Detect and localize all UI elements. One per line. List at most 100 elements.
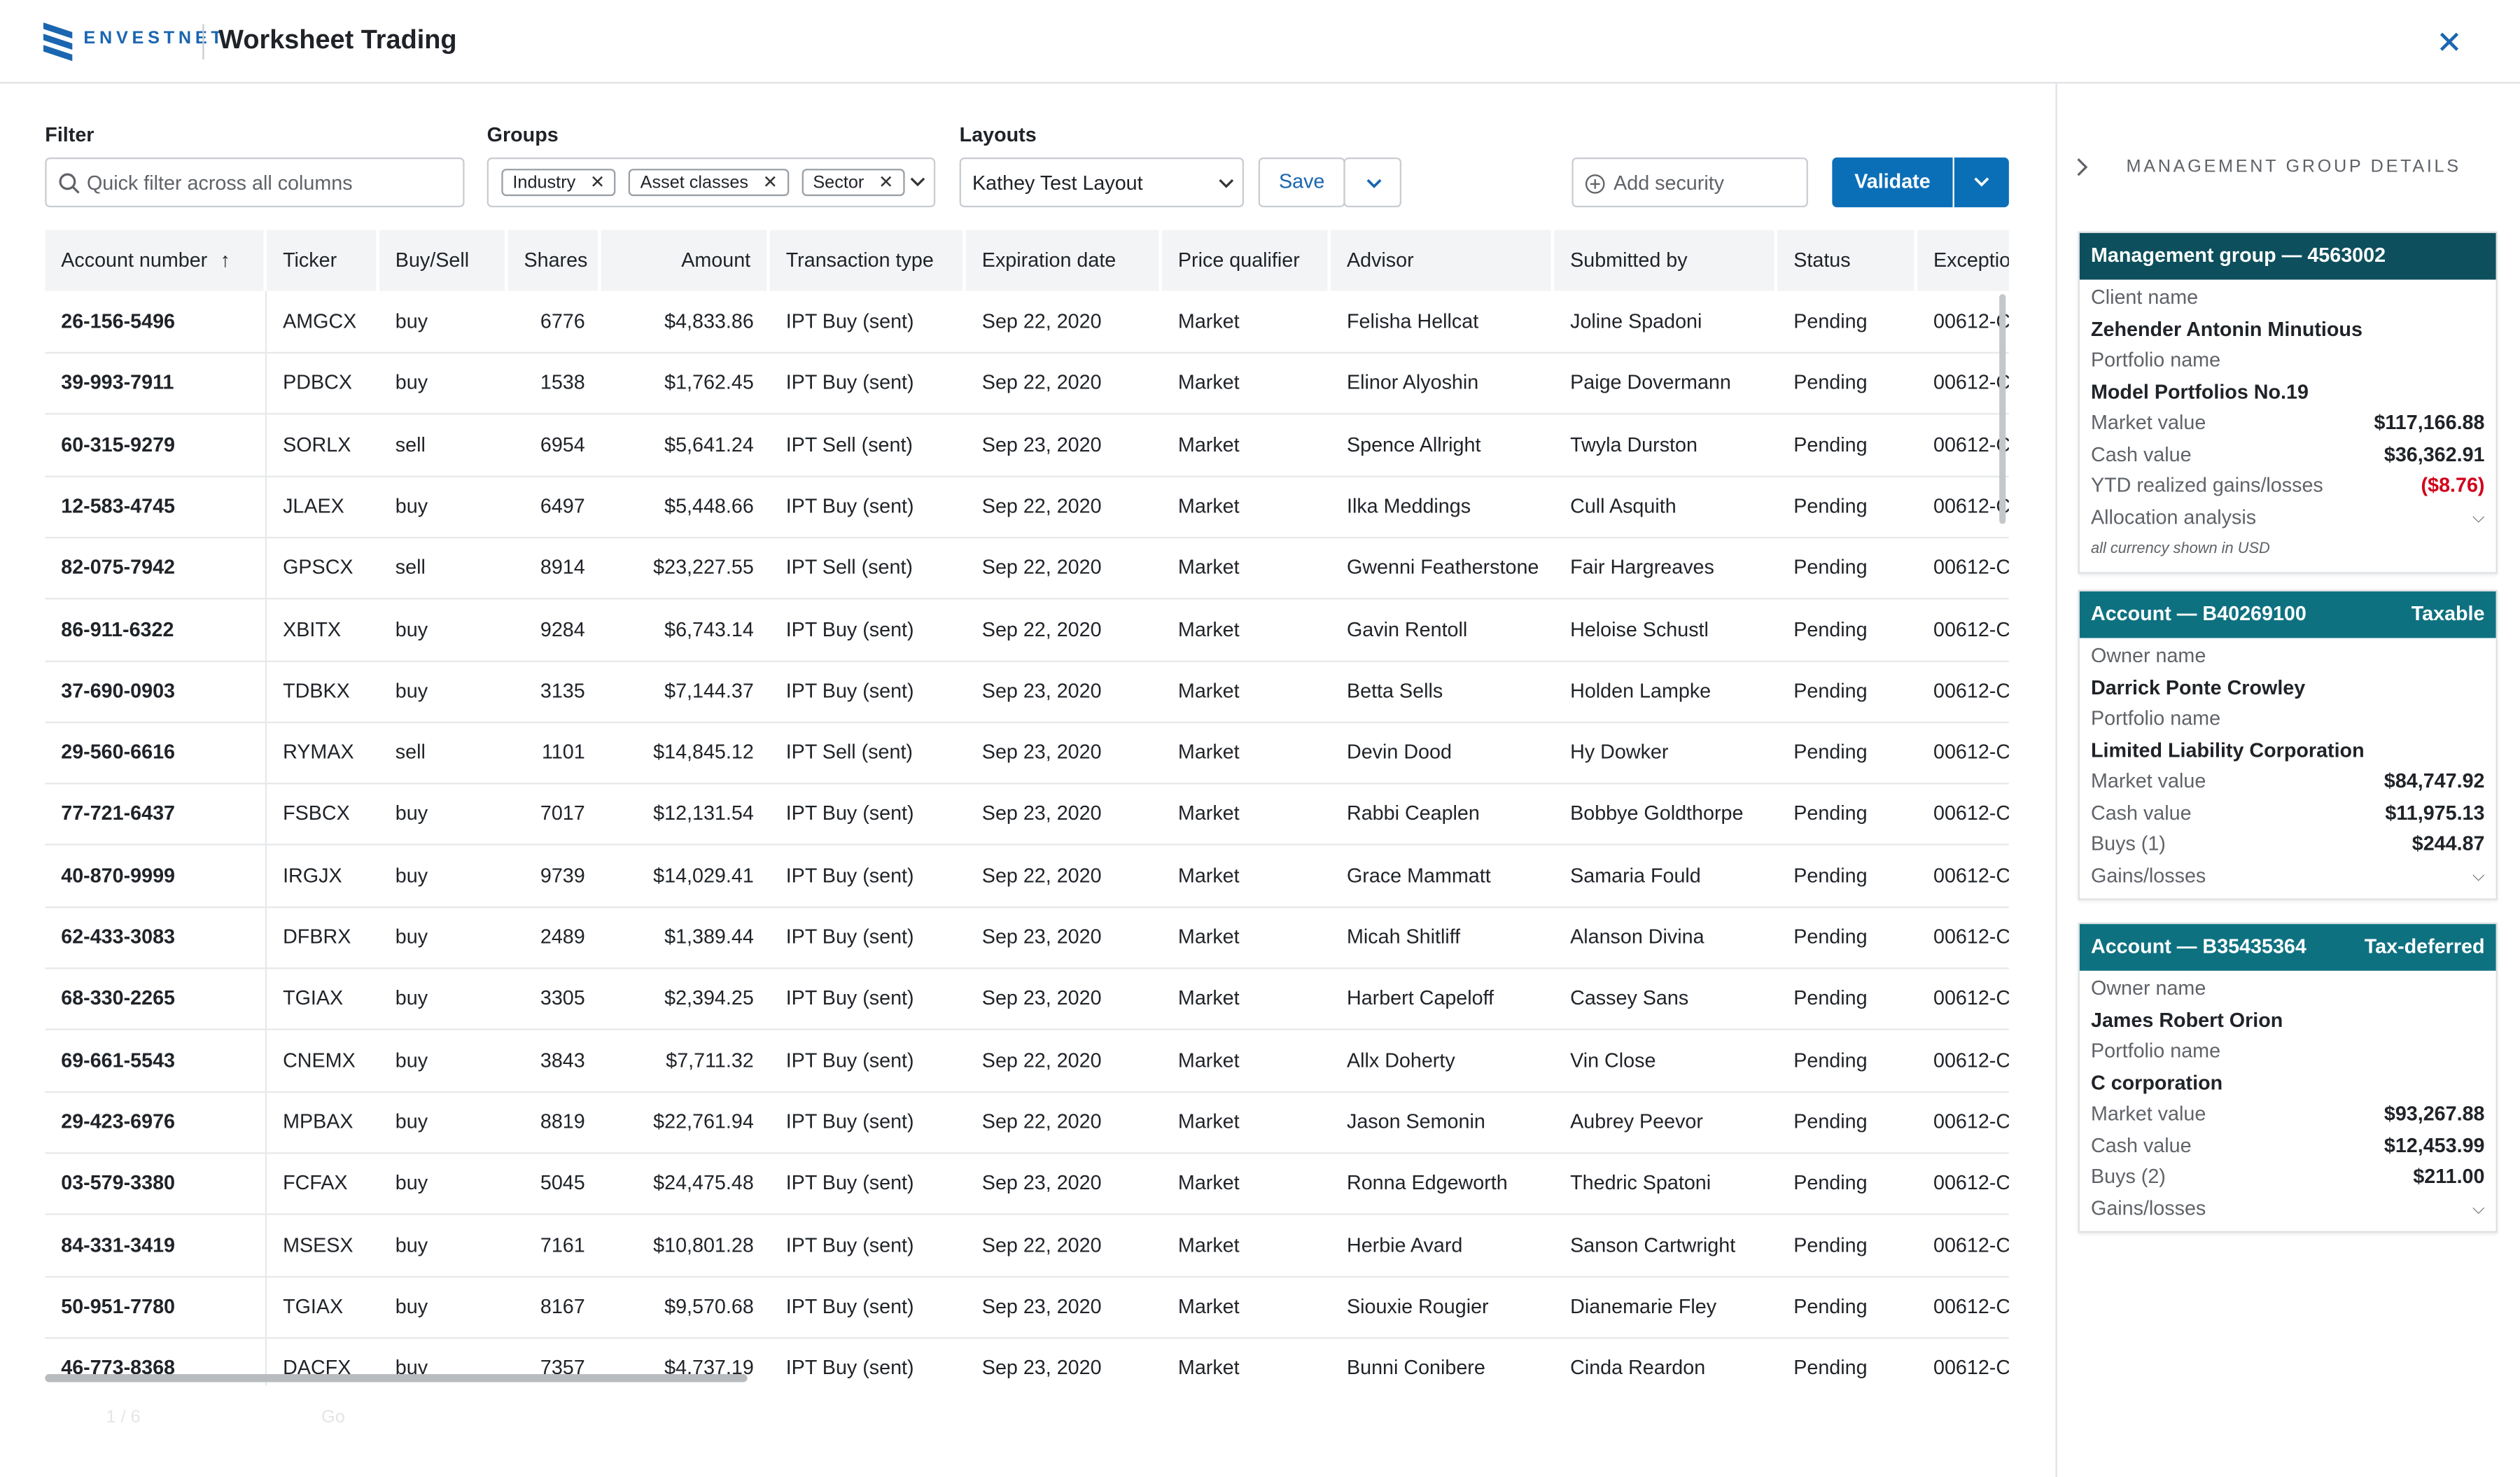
save-button[interactable]: Save bbox=[1258, 158, 1345, 208]
value-row: Market value $93,267.88 bbox=[2080, 1099, 2496, 1130]
column-header[interactable]: Buy/Sell bbox=[379, 230, 508, 291]
table-row[interactable]: 29-423-6976 MPBAX buy 8819 $22,761.94 IPT Buy… bbox=[45, 1091, 2009, 1154]
table-cell: 00612-C bbox=[1933, 556, 2009, 579]
group-chip[interactable]: Asset classes ✕ bbox=[629, 169, 789, 197]
table-row[interactable]: 86-911-6322 XBITX buy 9284 $6,743.14 IPT Buy … bbox=[45, 598, 2009, 662]
value-row: Buys (1) $244.87 bbox=[2080, 830, 2496, 861]
table-cell: 26-156-5496 bbox=[45, 290, 267, 352]
go-button[interactable]: Go bbox=[321, 1408, 345, 1427]
table-cell: $1,762.45 bbox=[664, 372, 754, 395]
table-row[interactable]: 77-721-6437 FSBCX buy 7017 $12,131.54 IPT Buy… bbox=[45, 783, 2009, 846]
table-cell: Sep 22, 2020 bbox=[981, 1233, 1102, 1256]
table-cell: $23,227.55 bbox=[653, 556, 754, 579]
table-cell: $22,761.94 bbox=[653, 1110, 754, 1133]
table-row[interactable]: 62-433-3083 DFBRX buy 2489 $1,389.44 IPT Buy … bbox=[45, 906, 2009, 969]
table-row[interactable]: 26-156-5496 AMGCX buy 6776 $4,833.86 IPT Buy … bbox=[45, 290, 2009, 354]
expand-row[interactable]: Gains/losses ⌵ bbox=[2080, 1194, 2496, 1225]
table-row[interactable]: 82-075-7942 GPSCX sell 8914 $23,227.55 IPT Se… bbox=[45, 537, 2009, 600]
table-cell: Pending bbox=[1793, 372, 1868, 395]
table-cell: Market bbox=[1177, 310, 1240, 333]
table-row[interactable]: 29-560-6616 RYMAX sell 1101 $14,845.12 IPT Se… bbox=[45, 722, 2009, 785]
validate-menu-button[interactable] bbox=[1954, 158, 2009, 208]
column-header[interactable]: Submitted by bbox=[1554, 230, 1778, 291]
column-header[interactable]: Price qualifier bbox=[1162, 230, 1331, 291]
validate-button[interactable]: Validate bbox=[1832, 158, 1953, 208]
column-header[interactable]: Status bbox=[1777, 230, 1918, 291]
table-cell: Pending bbox=[1793, 617, 1868, 640]
table-cell: RYMAX bbox=[283, 741, 354, 764]
chip-remove[interactable]: ✕ bbox=[589, 173, 606, 193]
value-row: Cash value $12,453.99 bbox=[2080, 1130, 2496, 1162]
expand-row[interactable]: Allocation analysis ⌵ bbox=[2080, 502, 2496, 533]
horizontal-scrollbar[interactable] bbox=[45, 1374, 748, 1382]
table-cell: Pending bbox=[1793, 1356, 1868, 1380]
group-chip[interactable]: Industry ✕ bbox=[501, 169, 617, 197]
layout-select[interactable]: Kathey Test Layout bbox=[959, 158, 1245, 208]
table-row[interactable]: 39-993-7911 PDBCX buy 1538 $1,762.45 IPT Buy … bbox=[45, 352, 2009, 416]
filter-label: Filter bbox=[45, 123, 94, 146]
row-value: $36,362.91 bbox=[2384, 442, 2485, 465]
table-row[interactable]: 84-331-3419 MSESX buy 7161 $10,801.28 IPT Buy… bbox=[45, 1214, 2009, 1278]
row-value: $117,166.88 bbox=[2374, 411, 2485, 434]
collapse-panel[interactable] bbox=[2076, 158, 2089, 177]
table-cell: Cinda Reardon bbox=[1570, 1356, 1706, 1380]
card-header: Account — B40269100 Taxable bbox=[2079, 591, 2496, 638]
filter-input[interactable]: Quick filter across all columns bbox=[45, 158, 465, 208]
table-cell: buy bbox=[395, 925, 428, 948]
table-row[interactable]: 50-951-7780 TGIAX buy 8167 $9,570.68 IPT Buy … bbox=[45, 1275, 2009, 1339]
table-row[interactable]: 37-690-0903 TDBKX buy 3135 $7,144.37 IPT Buy … bbox=[45, 660, 2009, 723]
table-cell: Twyla Durston bbox=[1570, 433, 1698, 456]
table-cell: Pending bbox=[1793, 1233, 1868, 1256]
table-row[interactable]: 68-330-2265 TGIAX buy 3305 $2,394.25 IPT Buy … bbox=[45, 967, 2009, 1031]
expand-row[interactable]: Gains/losses ⌵ bbox=[2080, 860, 2496, 892]
field-label: Client name bbox=[2090, 286, 2199, 309]
expand-label: Allocation analysis bbox=[2090, 505, 2257, 528]
column-header[interactable]: Exceptio bbox=[1917, 230, 2009, 290]
column-header[interactable]: Transaction type bbox=[770, 230, 966, 291]
panel-divider bbox=[2055, 83, 2057, 1477]
close-button[interactable] bbox=[2440, 32, 2459, 52]
top-bar bbox=[0, 0, 2520, 84]
table-cell: Thedric Spatoni bbox=[1570, 1172, 1712, 1195]
table-cell: 7017 bbox=[540, 802, 585, 825]
table-cell: Gavin Rentoll bbox=[1346, 617, 1468, 640]
table-row[interactable]: 12-583-4745 JLAEX buy 6497 $5,448.66 IPT Buy … bbox=[45, 475, 2009, 538]
chip-remove[interactable]: ✕ bbox=[878, 173, 894, 193]
save-menu-button[interactable] bbox=[1343, 158, 1402, 208]
table-cell: Dianemarie Fley bbox=[1570, 1295, 1717, 1318]
table-cell: Sep 22, 2020 bbox=[981, 864, 1102, 887]
row-label: Market value bbox=[2090, 769, 2206, 792]
table-cell: MSESX bbox=[283, 1233, 354, 1256]
table-row[interactable]: 40-870-9999 IRGJX buy 9739 $14,029.41 IPT Buy… bbox=[45, 844, 2009, 908]
table-cell: Herbie Avard bbox=[1346, 1233, 1463, 1256]
table-row[interactable]: 60-315-9279 SORLX sell 6954 $5,641.24 IPT Sel… bbox=[45, 414, 2009, 477]
column-title: Buy/Sell bbox=[395, 248, 470, 272]
column-header[interactable]: Shares bbox=[508, 230, 601, 291]
field-value: James Robert Orion bbox=[2090, 1008, 2283, 1031]
column-header[interactable]: Advisor bbox=[1331, 230, 1555, 291]
table-cell: Pending bbox=[1793, 310, 1868, 333]
chip-remove[interactable]: ✕ bbox=[762, 173, 778, 193]
table-cell: 9284 bbox=[540, 617, 585, 640]
add-security-input[interactable]: Add security bbox=[1572, 158, 1808, 208]
table-cell: $12,131.54 bbox=[653, 802, 754, 825]
column-title: Shares bbox=[524, 248, 588, 272]
groups-select[interactable]: Industry ✕ Asset classes ✕ Sector ✕ bbox=[486, 158, 936, 208]
vertical-scrollbar[interactable] bbox=[1999, 294, 2006, 524]
table-cell: 69-661-5543 bbox=[45, 1029, 267, 1091]
table-cell: Allx Doherty bbox=[1346, 1049, 1455, 1072]
table-cell: 8167 bbox=[540, 1295, 585, 1318]
column-header[interactable]: Amount bbox=[601, 230, 770, 291]
group-chip[interactable]: Sector ✕ bbox=[802, 169, 905, 197]
table-row[interactable]: 03-579-3380 FCFAX buy 5045 $24,475.48 IPT Buy… bbox=[45, 1152, 2009, 1216]
table-cell: buy bbox=[395, 494, 428, 518]
table-cell: 1101 bbox=[541, 741, 585, 764]
column-header[interactable]: Account number ↑ bbox=[45, 230, 267, 291]
column-header[interactable]: Expiration date bbox=[966, 230, 1162, 291]
column-header[interactable]: Ticker bbox=[267, 230, 379, 291]
field-value: Limited Liability Corporation bbox=[2090, 738, 2365, 762]
table-cell: sell bbox=[395, 433, 426, 456]
table-cell: JLAEX bbox=[283, 494, 344, 518]
value-row: Market value $84,747.92 bbox=[2080, 766, 2496, 798]
table-row[interactable]: 69-661-5543 CNEMX buy 3843 $7,711.32 IPT Buy … bbox=[45, 1029, 2009, 1093]
